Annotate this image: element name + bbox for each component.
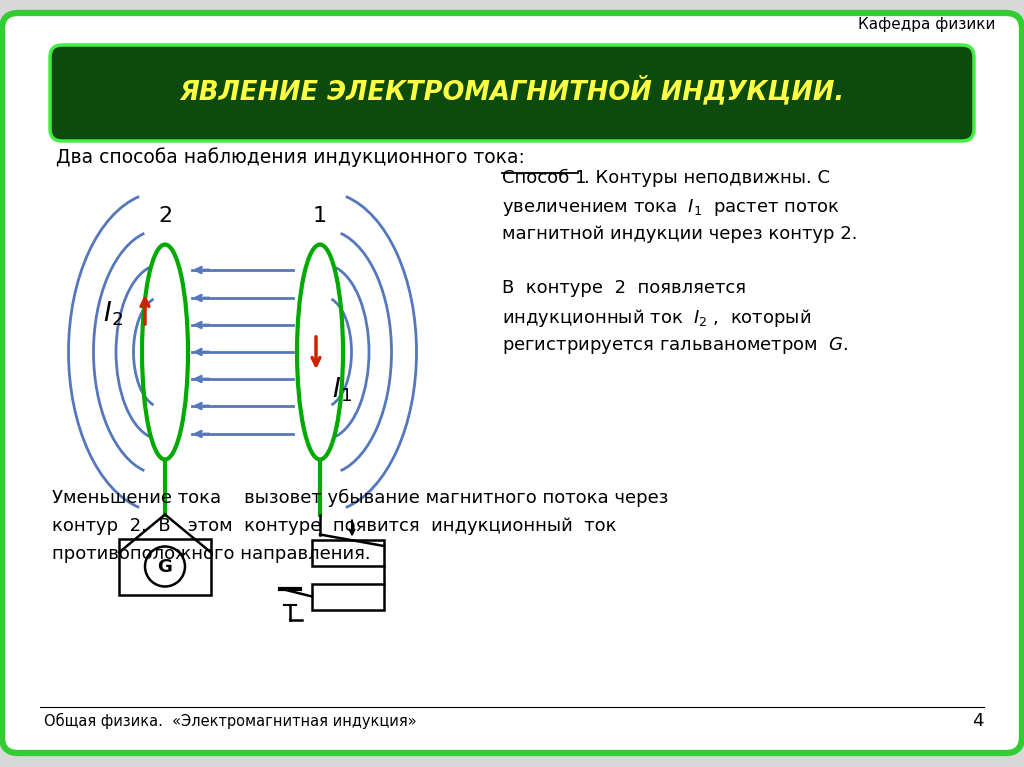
Text: увеличением тока  $\mathit{I}_1$  растет поток: увеличением тока $\mathit{I}_1$ растет п… xyxy=(502,197,840,218)
Bar xyxy=(312,539,384,565)
Text: противоположного направления.: противоположного направления. xyxy=(52,545,371,563)
Text: регистрируется гальванометром  $\mathit{G}$.: регистрируется гальванометром $\mathit{G… xyxy=(502,335,849,356)
Text: $\mathbf{\mathit{I}}_1$: $\mathbf{\mathit{I}}_1$ xyxy=(332,376,352,404)
Text: ЯВЛЕНИЕ ЭЛЕКТРОМАГНИТНОЙ ИНДУКЦИИ.: ЯВЛЕНИЕ ЭЛЕКТРОМАГНИТНОЙ ИНДУКЦИИ. xyxy=(179,76,845,106)
Bar xyxy=(119,538,211,594)
Text: Два способа наблюдения индукционного тока:: Два способа наблюдения индукционного ток… xyxy=(55,147,524,167)
Bar xyxy=(312,584,384,610)
Text: . Контуры неподвижны. С: . Контуры неподвижны. С xyxy=(584,169,830,187)
FancyBboxPatch shape xyxy=(50,45,974,141)
Text: Общая физика.  «Электромагнитная индукция»: Общая физика. «Электромагнитная индукция… xyxy=(44,713,417,729)
Text: 4: 4 xyxy=(973,712,984,730)
Text: 1: 1 xyxy=(313,206,327,226)
Text: $\mathbf{\mathit{I}}_2$: $\mathbf{\mathit{I}}_2$ xyxy=(103,300,123,328)
Text: магнитной индукции через контур 2.: магнитной индукции через контур 2. xyxy=(502,225,857,243)
Text: индукционный ток  $\mathit{I}_2$ ,  который: индукционный ток $\mathit{I}_2$ , которы… xyxy=(502,307,811,329)
Text: Способ 1: Способ 1 xyxy=(502,169,587,187)
FancyBboxPatch shape xyxy=(2,13,1022,753)
Text: G: G xyxy=(158,558,172,575)
Circle shape xyxy=(145,547,185,587)
Text: контур  2.  В   этом  контуре  появится  индукционный  ток: контур 2. В этом контуре появится индукц… xyxy=(52,517,616,535)
Text: 2: 2 xyxy=(158,206,172,226)
Text: Кафедра физики: Кафедра физики xyxy=(858,18,995,32)
Text: Уменьшение тока    вызовет убывание магнитного потока через: Уменьшение тока вызовет убывание магнитн… xyxy=(52,489,669,507)
Text: В  контуре  2  появляется: В контуре 2 появляется xyxy=(502,279,746,297)
